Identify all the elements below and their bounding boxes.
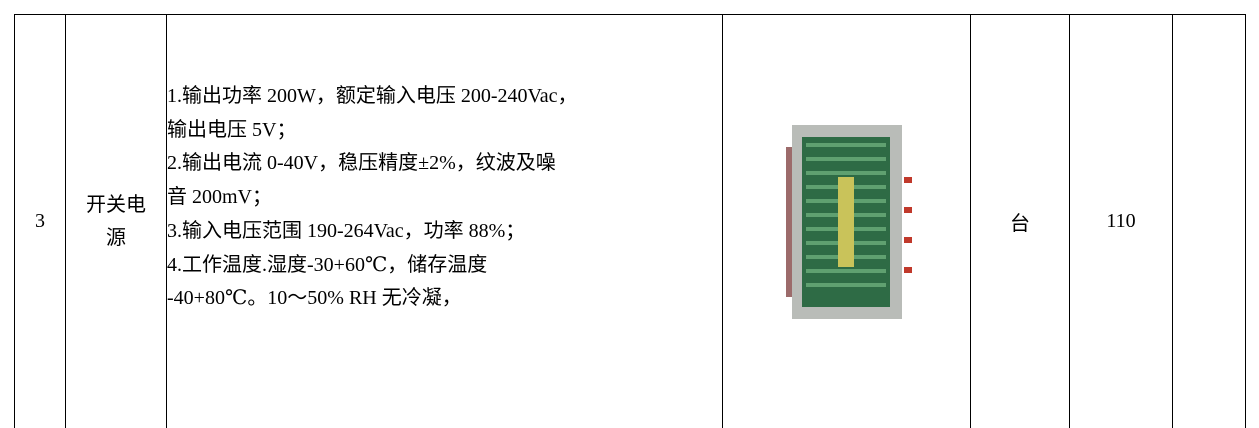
label xyxy=(837,176,854,267)
table-border xyxy=(1069,14,1070,428)
quantity: 110 xyxy=(1106,210,1136,232)
spec-line: 输出电压 5V； xyxy=(167,118,297,141)
product-name: 开关电源 xyxy=(86,193,146,249)
table-border xyxy=(1172,14,1173,428)
spec-line: 1.输出功率 200W，额定输入电压 200-240Vac， xyxy=(167,85,578,107)
spec-line: -40+80℃。10～50% RH 无冷凝， xyxy=(167,287,462,310)
name-cell: 开关电源 xyxy=(66,15,166,428)
spec-line: 音 200mV； xyxy=(167,186,272,209)
spec-line: 4.工作温度.湿度-30+60℃，储存温度 xyxy=(167,253,488,276)
table-border xyxy=(166,14,167,428)
unit: 台 xyxy=(1010,213,1030,235)
table-border xyxy=(722,14,723,428)
power-supply-image xyxy=(785,124,912,319)
table-border xyxy=(1245,14,1246,428)
terminals xyxy=(785,146,912,297)
spec-line: 2.输出电流 0-40V，稳压精度±2%，纹波及噪 xyxy=(167,152,556,175)
row-index: 3 xyxy=(35,210,45,232)
spec-line: 3.输入电压范围 190-264Vac，功率 88%； xyxy=(167,219,526,242)
table-border xyxy=(65,14,66,428)
product-image xyxy=(723,15,970,428)
specification: 1.输出功率 200W，额定输入电压 200-240Vac， 输出电压 5V； 2.… xyxy=(167,80,722,316)
table-border xyxy=(970,14,971,428)
table-border xyxy=(14,14,15,428)
table-border xyxy=(14,14,1246,15)
